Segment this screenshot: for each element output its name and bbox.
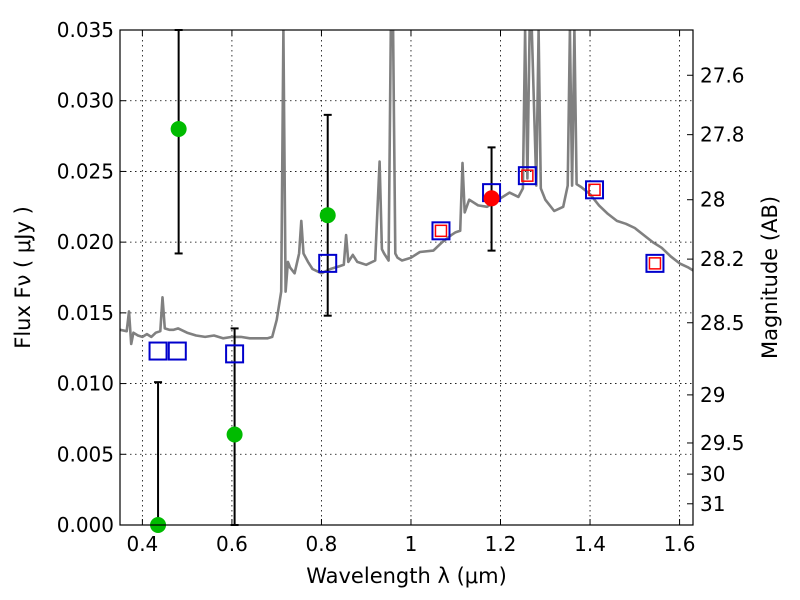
magnitude-tick-label: 27.6 — [700, 63, 745, 87]
model-photometry-marker — [225, 344, 245, 364]
magnitude-tick-label: 27.8 — [700, 123, 745, 147]
model-photometry-marker — [645, 253, 665, 273]
y-tick-label: 0.010 — [57, 372, 114, 396]
magnitude-tick-label: 28.5 — [700, 311, 745, 335]
model-photometry-marker — [148, 341, 168, 361]
y-tick-label: 0.020 — [57, 230, 114, 254]
y-tick-label: 0.035 — [57, 18, 114, 42]
model-photometry-inner-marker — [648, 257, 662, 270]
observed-flux-point-red — [483, 190, 500, 207]
y-axis-title: Flux Fν ( μJy ) — [11, 206, 35, 349]
magnitude-tick-label: 29 — [700, 383, 725, 407]
model-photometry-marker — [431, 221, 451, 241]
model-spectrum-layer — [120, 30, 693, 346]
magnitude-tick-label: 31 — [700, 492, 725, 516]
x-tick-label: 0.8 — [306, 532, 338, 556]
x-tick-label: 1.2 — [485, 532, 517, 556]
y-tick-label: 0.000 — [57, 513, 114, 537]
x-tick-label: 0.6 — [216, 532, 248, 556]
observed-flux-point — [226, 426, 243, 443]
magnitude-tick-label: 28.2 — [700, 247, 745, 271]
y-tick-label: 0.030 — [57, 89, 114, 113]
marker-layer — [148, 121, 665, 533]
magnitude-axis-title: Magnitude (AB) — [758, 196, 782, 359]
x-tick-label: 0.4 — [126, 532, 158, 556]
model-photometry-inner-marker — [588, 183, 601, 197]
y-tick-label: 0.015 — [57, 301, 114, 325]
x-tick-label: 1.6 — [664, 532, 696, 556]
y-axis: 0.000 0.005 0.010 0.015 0.020 0.025 0.030 0.035 — [57, 18, 126, 537]
y-tick-label: 0.025 — [57, 159, 114, 183]
x-axis: 0.4 0.6 0.8 1 1.2 1.4 1.6 — [126, 30, 695, 556]
observed-flux-point — [319, 207, 336, 224]
plot-frame — [119, 29, 694, 526]
x-axis-title: Wavelength λ (μm) — [306, 564, 507, 588]
observed-flux-point — [170, 121, 187, 137]
y-tick-label: 0.005 — [57, 442, 114, 466]
model-photometry-marker — [517, 166, 537, 186]
x-tick-label: 1.4 — [574, 532, 606, 556]
magnitude-tick-label: 28 — [700, 188, 725, 212]
model-photometry-marker — [585, 180, 605, 200]
magnitude-axis: 27.6 27.8 28 28.2 28.5 29 29.5 30 31 — [687, 63, 745, 516]
model-photometry-marker — [167, 341, 187, 361]
magnitude-tick-label: 29.5 — [700, 431, 745, 455]
magnitude-tick-label: 30 — [700, 462, 725, 486]
model-spectrum-line — [120, 30, 693, 346]
model-photometry-marker — [318, 253, 338, 273]
model-photometry-inner-marker — [434, 224, 448, 238]
x-tick-label: 1 — [405, 532, 418, 556]
errorbar-layer — [154, 29, 496, 526]
model-photometry-inner-marker — [521, 169, 534, 182]
grid-layer — [120, 29, 693, 526]
